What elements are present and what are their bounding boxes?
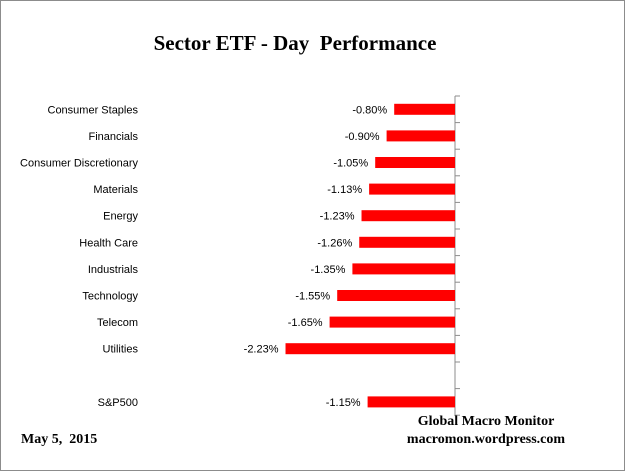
bar bbox=[329, 316, 455, 328]
chart-date: May 5, 2015 bbox=[21, 432, 98, 447]
bar bbox=[375, 157, 455, 168]
bar bbox=[367, 396, 455, 408]
source-name: Global Macro Monitor bbox=[417, 414, 555, 429]
bar bbox=[352, 263, 455, 275]
source-url: macromon.wordpress.com bbox=[406, 432, 566, 447]
chart-title: Sector ETF - Day Performance bbox=[153, 31, 437, 55]
category-label: Materials bbox=[93, 184, 138, 196]
category-label: Industrials bbox=[88, 264, 139, 276]
category-label: Telecom bbox=[97, 317, 138, 329]
bar bbox=[369, 183, 455, 195]
data-label: -1.05% bbox=[333, 158, 368, 170]
category-label: Consumer Staples bbox=[48, 104, 139, 116]
bar bbox=[386, 130, 455, 142]
data-label: -2.23% bbox=[244, 344, 279, 356]
data-label: -0.90% bbox=[345, 131, 380, 143]
category-label: Financials bbox=[88, 131, 138, 143]
category-label: Technology bbox=[82, 291, 138, 303]
data-label: -1.35% bbox=[311, 264, 346, 276]
data-label: -1.55% bbox=[295, 291, 330, 303]
bar bbox=[361, 210, 455, 222]
data-label: -1.15% bbox=[326, 397, 361, 409]
data-label: -0.80% bbox=[352, 104, 387, 116]
category-label: Utilities bbox=[103, 344, 139, 356]
bar bbox=[394, 103, 455, 115]
bar bbox=[359, 236, 455, 248]
category-label: Consumer Discretionary bbox=[20, 158, 138, 170]
data-label: -1.65% bbox=[288, 317, 323, 329]
data-label: -1.13% bbox=[327, 184, 362, 196]
bar bbox=[337, 290, 455, 301]
category-label: S&P500 bbox=[98, 397, 138, 409]
data-label: -1.23% bbox=[320, 211, 355, 223]
bar bbox=[285, 343, 455, 355]
category-label: Energy bbox=[103, 211, 138, 223]
category-label: Health Care bbox=[79, 237, 138, 249]
data-label: -1.26% bbox=[317, 237, 352, 249]
